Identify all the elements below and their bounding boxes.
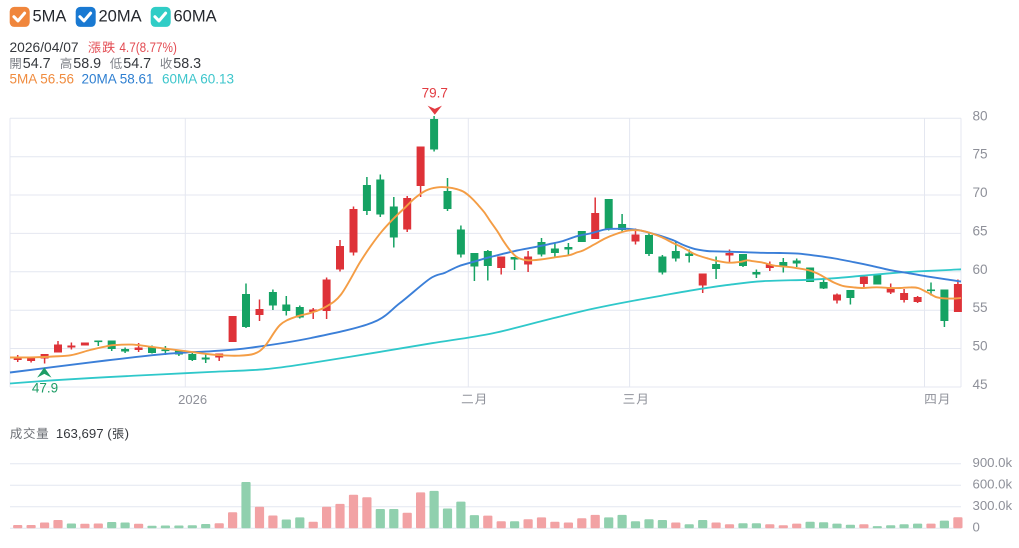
svg-text:2026: 2026 xyxy=(178,392,207,407)
svg-text:54.758.954.758.3: 54.7 58.9 54.7 58.3 xyxy=(23,56,201,72)
svg-text:4.7(8.77%): 4.7(8.77%) xyxy=(119,40,177,55)
svg-text:20MA: 20MA xyxy=(99,8,142,26)
svg-text:47.9: 47.9 xyxy=(32,381,58,396)
svg-text:300.0k: 300.0k xyxy=(973,498,1013,513)
svg-text:5MA: 5MA xyxy=(33,8,67,26)
svg-text:50: 50 xyxy=(973,339,989,354)
svg-text:600.0k: 600.0k xyxy=(973,476,1013,491)
svg-text:900.0k: 900.0k xyxy=(973,455,1013,470)
svg-text:163,697 (: 163,697 ( xyxy=(56,426,112,441)
svg-text:60MA: 60MA xyxy=(174,8,217,26)
svg-text:75: 75 xyxy=(973,147,988,162)
svg-text:2026/04/07: 2026/04/07 xyxy=(10,40,79,55)
svg-text:80: 80 xyxy=(973,108,989,123)
svg-text:55: 55 xyxy=(973,300,988,315)
svg-text:65: 65 xyxy=(973,223,988,238)
svg-text:70: 70 xyxy=(973,185,989,200)
svg-text:45: 45 xyxy=(973,377,988,392)
svg-text:79.7: 79.7 xyxy=(422,86,448,101)
svg-text:0: 0 xyxy=(973,519,980,534)
svg-text:60: 60 xyxy=(973,262,989,277)
svg-text:): ) xyxy=(125,426,129,441)
